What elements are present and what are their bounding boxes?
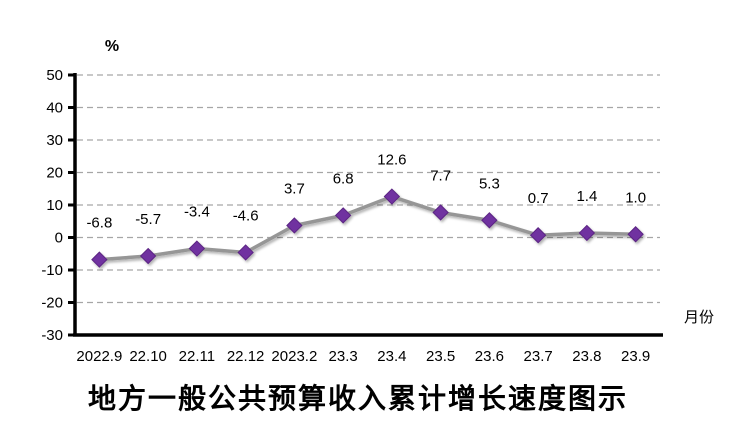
y-tick-label: -20: [41, 295, 63, 312]
data-point-marker: [383, 188, 401, 205]
axes: [68, 73, 663, 337]
data-point-marker: [286, 217, 303, 234]
data-point-label: -3.4: [184, 204, 210, 221]
data-point-marker: [432, 204, 449, 221]
data-point-marker: [578, 224, 596, 242]
x-axis-tick-labels: 2022.9 22.10 22.11 22.12 2023.2 23.3 23.4 23.5 2…: [76, 348, 650, 365]
x-tick-label: 23.8: [572, 348, 601, 365]
data-point-label: 0.7: [528, 190, 549, 207]
data-point-label: 3.7: [284, 180, 305, 197]
data-point-label: 5.3: [479, 175, 500, 192]
data-point-label: 7.7: [430, 167, 451, 184]
x-tick-label: 2023.2: [271, 348, 317, 365]
data-point-marker: [139, 247, 157, 265]
y-tick-label: 30: [46, 132, 63, 149]
y-tick-label: 20: [46, 165, 63, 182]
y-tick-label: 40: [46, 100, 63, 117]
y-tick-label: 50: [46, 67, 63, 84]
y-axis-unit-label: %: [105, 38, 119, 55]
data-point-label: 12.6: [377, 152, 406, 169]
data-series: [91, 188, 644, 268]
y-tick-label: 10: [46, 197, 63, 214]
data-point-marker: [529, 227, 547, 244]
y-tick-label: -30: [41, 327, 63, 344]
x-tick-label: 23.5: [426, 348, 455, 365]
x-tick-label: 23.9: [621, 348, 650, 365]
data-point-marker: [237, 244, 254, 261]
x-tick-label: 22.11: [179, 348, 215, 365]
data-point-label: -6.8: [86, 215, 112, 232]
data-point-label: -5.7: [135, 211, 161, 228]
data-point-marker: [627, 226, 644, 243]
y-axis-tick-labels: 50 40 30 20 10 0 -10 -20 -30: [41, 67, 63, 344]
data-point-label: 1.0: [625, 189, 646, 206]
x-tick-label: 2022.9: [76, 348, 122, 365]
x-tick-label: 23.6: [475, 348, 504, 365]
data-point-label: 6.8: [333, 170, 354, 187]
data-point-label: -4.6: [233, 207, 259, 224]
x-tick-label: 23.7: [524, 348, 553, 365]
chart-title: 地方一般公共预算收入累计增长速度图示: [88, 382, 628, 415]
data-point-marker: [334, 207, 352, 224]
gridlines: [77, 74, 660, 304]
y-tick-label: -10: [41, 262, 63, 279]
x-tick-label: 23.3: [329, 348, 358, 365]
x-axis-title: 月份: [684, 309, 714, 326]
x-tick-label: 23.4: [377, 348, 406, 365]
x-tick-label: 22.12: [227, 348, 265, 365]
data-point-marker: [91, 251, 108, 268]
y-tick-label: 0: [55, 230, 63, 247]
x-tick-label: 22.10: [129, 348, 167, 365]
data-point-marker: [481, 212, 498, 229]
data-point-marker: [188, 240, 206, 257]
data-point-labels: -6.8 -5.7 -3.4 -4.6 3.7 6.8 12.6 7.7 5.3 0.7 1.4 1.…: [86, 152, 646, 232]
series-line: [97, 194, 638, 262]
data-point-label: 1.4: [576, 188, 597, 205]
